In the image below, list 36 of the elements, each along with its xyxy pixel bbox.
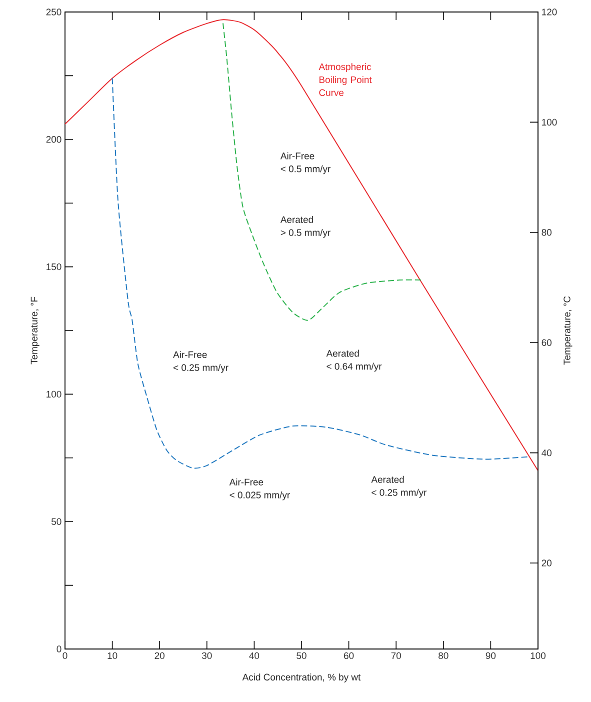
annotation: Air-Free < 0.5 mm/yr bbox=[280, 152, 330, 174]
x-tick-label: 20 bbox=[154, 652, 164, 660]
x-tick-label: 50 bbox=[296, 652, 306, 660]
x-tick-label: 90 bbox=[486, 652, 496, 660]
y2-axis-title: Temperature, °C bbox=[564, 296, 572, 365]
y-tick-label: 0 bbox=[56, 646, 62, 652]
annotation: Aerated > 0.5 mm/yr bbox=[280, 216, 330, 238]
y-tick-label: 200 bbox=[46, 136, 62, 143]
x-tick-label: 60 bbox=[344, 652, 354, 660]
y2-tick-label: 80 bbox=[542, 229, 552, 236]
x-tick-label: 70 bbox=[391, 652, 401, 660]
y2-tick-label: 40 bbox=[542, 449, 552, 456]
annotation: Aerated < 0.25 mm/yr bbox=[371, 476, 427, 498]
x-tick-label: 100 bbox=[530, 652, 546, 660]
x-axis-title: Acid Concentration, % by wt bbox=[242, 674, 361, 682]
annotation: Air-Free < 0.25 mm/yr bbox=[173, 351, 228, 373]
line-series bbox=[64, 19, 538, 472]
x-tick-label: 40 bbox=[249, 652, 260, 660]
y2-tick-label: 120 bbox=[542, 8, 557, 16]
x-tick-label: 10 bbox=[108, 652, 118, 660]
series-label: Atmospheric Boiling Point Curve bbox=[318, 63, 372, 96]
line-series bbox=[222, 22, 423, 321]
annotation: Aerated < 0.64 mm/yr bbox=[326, 350, 382, 372]
y-tick-label: 50 bbox=[51, 518, 62, 525]
y2-tick-label: 60 bbox=[542, 339, 552, 346]
y2-tick-label: 20 bbox=[542, 560, 552, 566]
line-series bbox=[112, 78, 530, 469]
x-tick-label: 30 bbox=[202, 652, 212, 660]
x-tick-label: 0 bbox=[62, 652, 68, 660]
y-tick-label: 100 bbox=[46, 390, 62, 398]
x-tick-label: 80 bbox=[438, 652, 448, 660]
y-tick-label: 250 bbox=[46, 8, 62, 16]
annotation: Air-Free < 0.025 mm/yr bbox=[229, 478, 290, 500]
y-axis-title: Temperature, °F bbox=[30, 296, 40, 364]
y-tick-label: 150 bbox=[46, 263, 62, 270]
y2-tick-label: 100 bbox=[542, 118, 557, 126]
